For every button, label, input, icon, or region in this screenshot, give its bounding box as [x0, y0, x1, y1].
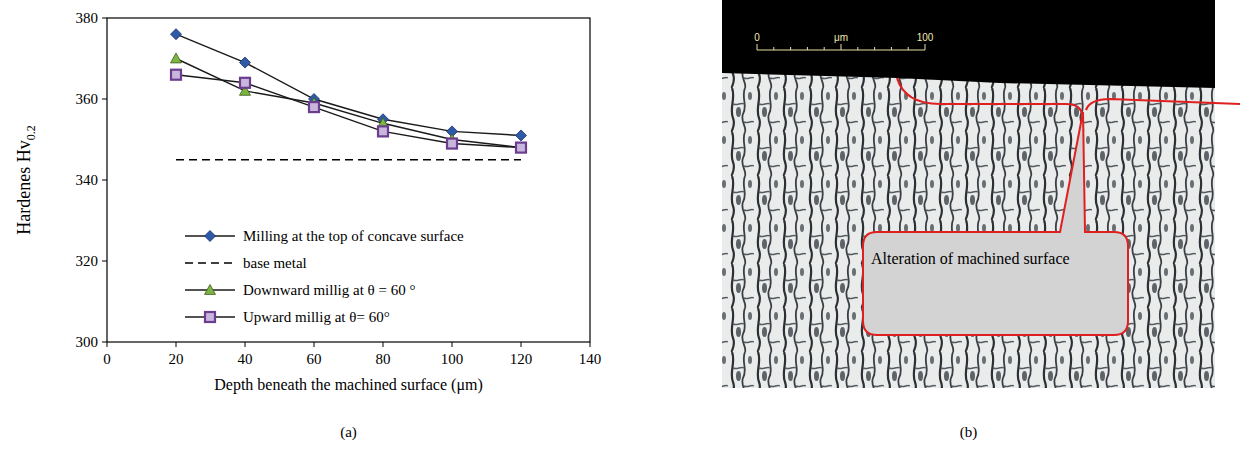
x-tick — [245, 342, 246, 347]
scale-bar-tick — [773, 47, 774, 50]
series-marker — [171, 70, 181, 80]
alteration-outline — [1086, 99, 1240, 110]
x-axis-title: Depth beneath the machined surface (μm) — [214, 376, 482, 394]
y-tick — [102, 18, 107, 19]
x-tick — [176, 342, 177, 347]
callout-box — [863, 112, 1128, 335]
x-tick-label: 0 — [103, 351, 111, 367]
scale-bar-tick — [874, 47, 875, 50]
legend-line — [185, 262, 235, 263]
panel-caption: (a) — [340, 424, 357, 441]
series-marker — [240, 57, 251, 68]
series-marker — [516, 143, 526, 153]
y-tick-label: 300 — [76, 334, 99, 350]
x-tick-label: 140 — [579, 351, 602, 367]
y-axis-title-sub: 0.2 — [24, 125, 38, 140]
x-tick-label: 40 — [238, 351, 253, 367]
legend-marker — [205, 285, 216, 295]
series-line — [176, 75, 521, 148]
x-tick-label: 20 — [169, 351, 184, 367]
y-tick-label: 380 — [76, 10, 99, 26]
x-tick — [590, 342, 591, 347]
series-marker — [516, 130, 527, 141]
callout-text: Alteration of machined surface — [871, 250, 1070, 267]
legend-marker — [205, 312, 215, 322]
scale-bar-label: μm — [834, 32, 848, 43]
legend-marker — [205, 231, 216, 242]
series-marker — [447, 139, 457, 149]
y-axis-title: Hardenes Hv0.2 — [14, 125, 38, 234]
scale-bar-label: 100 — [917, 32, 934, 43]
x-tick-label: 100 — [441, 351, 464, 367]
micrograph — [722, 0, 1215, 388]
series-line — [176, 34, 521, 135]
y-tick — [102, 180, 107, 181]
x-tick-label: 60 — [307, 351, 322, 367]
series-marker — [171, 29, 182, 40]
alteration-outline — [897, 78, 1082, 114]
scale-bar-tick — [908, 47, 909, 50]
y-tick-label: 340 — [76, 172, 99, 188]
legend-label: base metal — [243, 255, 307, 271]
series-marker — [378, 126, 388, 136]
figure: 0 20 40 60 80 100 120 140 300 320 340 360 380 Depth b… — [0, 0, 1257, 449]
plot-data — [171, 29, 527, 160]
y-tick — [102, 99, 107, 100]
x-tick — [521, 342, 522, 347]
scale-bar-tick — [857, 47, 858, 50]
series-marker — [516, 142, 527, 152]
callout-line: Alteration of machined surface — [871, 250, 1070, 267]
panel-caption: (b) — [960, 424, 978, 441]
series-line — [176, 159, 521, 160]
series-marker — [240, 78, 250, 88]
legend-label: Milling at the top of concave surface — [243, 228, 464, 244]
scale-bar-tick — [841, 44, 842, 50]
scale-bar-tick — [807, 47, 808, 50]
x-tick-label: 120 — [510, 351, 533, 367]
scale-bar-tick — [925, 44, 926, 50]
series-marker — [171, 53, 182, 63]
plot-frame — [107, 18, 590, 342]
y-tick-label: 320 — [76, 253, 99, 269]
x-tick — [383, 342, 384, 347]
scale-bar-tick — [824, 47, 825, 50]
x-tick — [452, 342, 453, 347]
micrograph-background — [722, 0, 1215, 88]
scale-bar-tick — [757, 44, 758, 50]
y-axis-title-main: Hardenes Hv — [14, 140, 34, 234]
series-marker — [309, 102, 319, 112]
y-tick — [102, 342, 107, 343]
legend-label: Upward millig at θ= 60° — [243, 309, 390, 325]
scale-bar-label: 0 — [754, 32, 760, 43]
y-tick-label: 360 — [76, 91, 99, 107]
scale-bar-tick — [790, 47, 791, 50]
x-tick — [107, 342, 108, 347]
series-line — [176, 59, 521, 148]
legend-label: Downward millig at θ = 60 ° — [243, 282, 415, 298]
scale-bar-tick — [891, 47, 892, 50]
x-tick-label: 80 — [376, 351, 391, 367]
x-tick — [314, 342, 315, 347]
y-tick — [102, 261, 107, 262]
